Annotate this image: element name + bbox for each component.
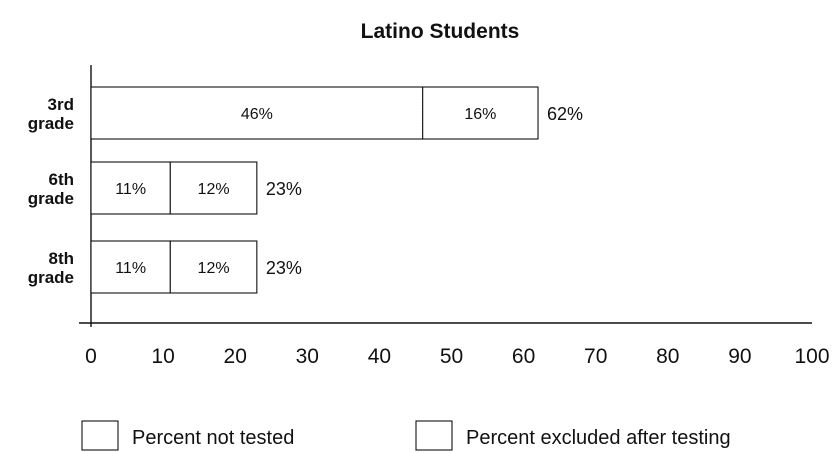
total-label-1: 23% — [266, 179, 302, 199]
x-tick-label-70: 70 — [584, 345, 607, 368]
data-label-0-1: 16% — [464, 106, 496, 123]
x-tick-label-30: 30 — [296, 345, 319, 368]
legend-label-1: Percent excluded after testing — [466, 427, 731, 449]
x-tick-label-80: 80 — [656, 345, 679, 368]
bar-group-2: 8th grade 11% 12% 23% — [28, 240, 302, 294]
bar-0-series-1 — [422, 86, 539, 140]
x-tick-label-20: 20 — [224, 345, 247, 368]
x-tick-label-0: 0 — [85, 345, 97, 368]
x-tick-label-10: 10 — [151, 345, 174, 368]
data-label-2-1: 12% — [198, 260, 230, 277]
legend-swatch-1 — [415, 420, 453, 451]
x-tick-label-40: 40 — [368, 345, 391, 368]
data-label-2-0: 11% — [115, 260, 146, 277]
bars: 3rd grade 46% 16% 62%6th grade 11% 12% 23%8th gra… — [28, 86, 583, 294]
legend-label-0: Percent not tested — [132, 427, 294, 449]
x-tick-label-100: 100 — [794, 345, 829, 368]
x-tick-label-60: 60 — [512, 345, 535, 368]
bar-group-1: 6th grade 11% 12% 23% — [28, 161, 302, 215]
x-tick-label-50: 50 — [440, 345, 463, 368]
bar-1-series-0 — [90, 161, 171, 215]
total-label-0: 62% — [547, 104, 583, 124]
category-label-2: 8th grade — [28, 249, 74, 287]
data-label-1-1: 12% — [198, 181, 230, 198]
legend-swatch-0 — [81, 420, 119, 451]
legend: Percent not tested Percent excluded after… — [81, 420, 731, 451]
bar-2-series-0 — [90, 240, 171, 294]
x-axis-ticks: 0 10 20 30 40 50 60 70 80 90 100 — [85, 345, 829, 368]
data-label-0-0: 46% — [241, 106, 273, 123]
total-label-2: 23% — [266, 258, 302, 278]
chart-title: Latino Students — [361, 20, 520, 43]
bar-group-0: 3rd grade 46% 16% 62% — [28, 86, 583, 140]
x-tick-label-90: 90 — [728, 345, 751, 368]
bar-0-series-0 — [90, 86, 424, 140]
bar-2-series-1 — [169, 240, 258, 294]
category-label-0: 3rd grade — [28, 95, 74, 133]
bar-1-series-1 — [169, 161, 258, 215]
category-label-1: 6th grade — [28, 170, 74, 208]
data-label-1-0: 11% — [115, 181, 146, 198]
